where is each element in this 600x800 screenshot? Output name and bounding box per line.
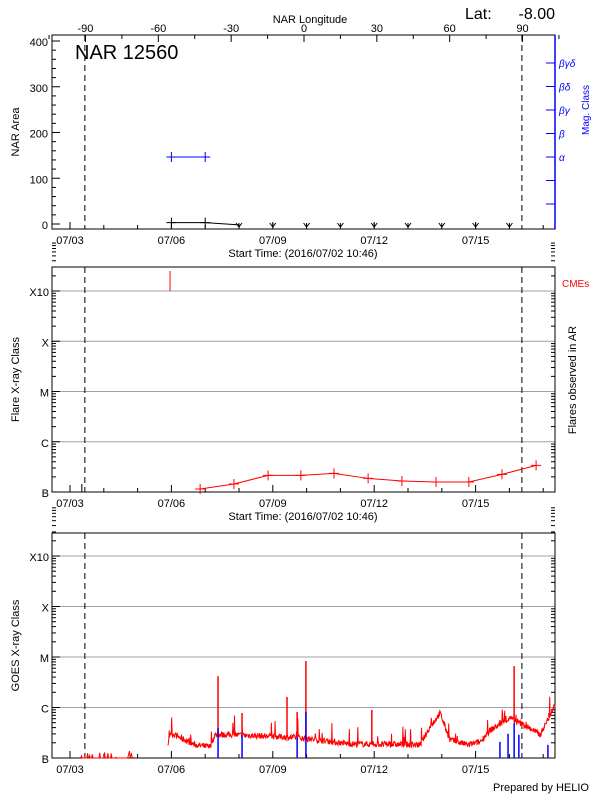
- goes-early-line: [79, 750, 134, 759]
- y-tick-label: X10: [29, 552, 49, 564]
- x-tick-label: 07/12: [360, 764, 388, 776]
- region-title: NAR 12560: [75, 42, 178, 64]
- y-tick-label: X10: [29, 287, 49, 299]
- flare-point: [431, 476, 442, 487]
- plot-frame: [51, 266, 556, 493]
- y-tick-label: M: [40, 653, 49, 665]
- flare-point: [396, 475, 407, 486]
- mag-class-label: βγ: [558, 106, 571, 117]
- x-tick-label: 07/06: [158, 764, 186, 776]
- top-tick-label: 0: [301, 23, 307, 35]
- below-range-arrow: [303, 222, 310, 228]
- mag-class-label: α: [559, 153, 565, 164]
- top-tick-label: 90: [516, 23, 528, 35]
- y-tick-label: 400: [30, 37, 48, 49]
- flare-point: [295, 470, 306, 481]
- below-range-arrow: [472, 222, 479, 228]
- prepared-by-footer: Prepared by HELIO: [493, 782, 589, 794]
- top-tick-label: 60: [444, 23, 456, 35]
- y-tick-label: C: [41, 438, 49, 450]
- flare-point: [363, 473, 374, 484]
- x-tick-label: 07/03: [56, 235, 84, 247]
- y-axis-title: GOES X-ray Class: [10, 599, 22, 691]
- mag-class-label: β: [558, 130, 565, 141]
- y2-axis-title: Flares observed in AR: [567, 326, 579, 434]
- panel-3: 07/03 07/06 07/09 07/12 07/15 B C M X X10 GOES X-r…: [10, 507, 589, 794]
- lat-label: Lat:: [465, 6, 492, 23]
- y-tick-label: X: [42, 603, 50, 615]
- below-range-arrow: [404, 222, 412, 228]
- top-tick-label: 30: [371, 23, 383, 35]
- mag-axis-title: Mag. Class: [581, 85, 592, 135]
- x-tick-label: 07/15: [462, 235, 490, 247]
- x-tick-label: 07/15: [462, 764, 490, 776]
- x-tick-label: 07/06: [158, 498, 186, 510]
- below-range-arrow: [337, 222, 344, 228]
- flare-point: [263, 470, 274, 481]
- y-tick-label: B: [42, 488, 49, 500]
- y-tick-label: 100: [30, 174, 48, 186]
- y-tick-label: 300: [30, 83, 48, 95]
- x-axis-title: Start Time: (2016/07/02 10:46): [228, 248, 377, 260]
- top-tick-label: -30: [223, 23, 239, 35]
- mag-class-point: [166, 152, 177, 162]
- plot-frame: [51, 34, 556, 230]
- y-tick-label: X: [42, 337, 50, 349]
- y-axis-title: NAR Area: [10, 107, 22, 157]
- goes-flux-line: [167, 696, 556, 750]
- panel-2: 07/03 07/06 07/09 07/12 07/15 Start Time: (20…: [10, 242, 589, 523]
- area-point: [200, 217, 211, 228]
- flare-point: [328, 468, 339, 479]
- y-tick-label: 0: [42, 220, 48, 232]
- y-tick-label: C: [41, 704, 49, 716]
- mag-class-label: βδ: [558, 83, 571, 94]
- below-range-arrow: [269, 222, 277, 228]
- flare-point: [195, 483, 206, 494]
- below-range-arrow: [370, 222, 378, 228]
- below-range-arrow: [235, 222, 243, 228]
- below-range-arrow: [438, 222, 446, 228]
- panel-1: 07/03 07/06 07/09 07/12 07/15 Start Time: (20…: [10, 6, 592, 260]
- x-tick-label: 07/12: [360, 498, 388, 510]
- mag-class-label: βγδ: [558, 59, 576, 70]
- below-range-arrow: [506, 222, 513, 228]
- flare-point: [496, 469, 507, 480]
- top-tick-label: -90: [78, 23, 94, 35]
- flare-point: [228, 478, 239, 489]
- y-tick-label: 200: [30, 129, 48, 141]
- y-axis-title: Flare X-ray Class: [10, 337, 22, 422]
- x-tick-label: 07/03: [56, 498, 84, 510]
- flare-point: [531, 460, 542, 471]
- x-tick-label: 07/09: [259, 235, 287, 247]
- x-tick-label: 07/15: [462, 498, 490, 510]
- x-axis-title: Start Time: (2016/07/02 10:46): [228, 511, 377, 523]
- cme-label: CMEs: [562, 279, 589, 290]
- plot-frame: [51, 532, 556, 759]
- area-point: [166, 217, 177, 228]
- flare-point: [463, 476, 474, 487]
- y-tick-label: B: [42, 754, 49, 766]
- x-tick-label: 07/03: [56, 764, 84, 776]
- x-tick-label: 07/06: [158, 235, 186, 247]
- top-axis-title: NAR Longitude: [273, 14, 348, 26]
- y-tick-label: M: [40, 388, 49, 400]
- x-tick-label: 07/09: [259, 764, 287, 776]
- lat-value: -8.00: [519, 6, 556, 23]
- x-tick-label: 07/12: [360, 235, 388, 247]
- x-tick-label: 07/09: [259, 498, 287, 510]
- top-tick-label: -60: [150, 23, 166, 35]
- mag-class-point: [200, 152, 211, 162]
